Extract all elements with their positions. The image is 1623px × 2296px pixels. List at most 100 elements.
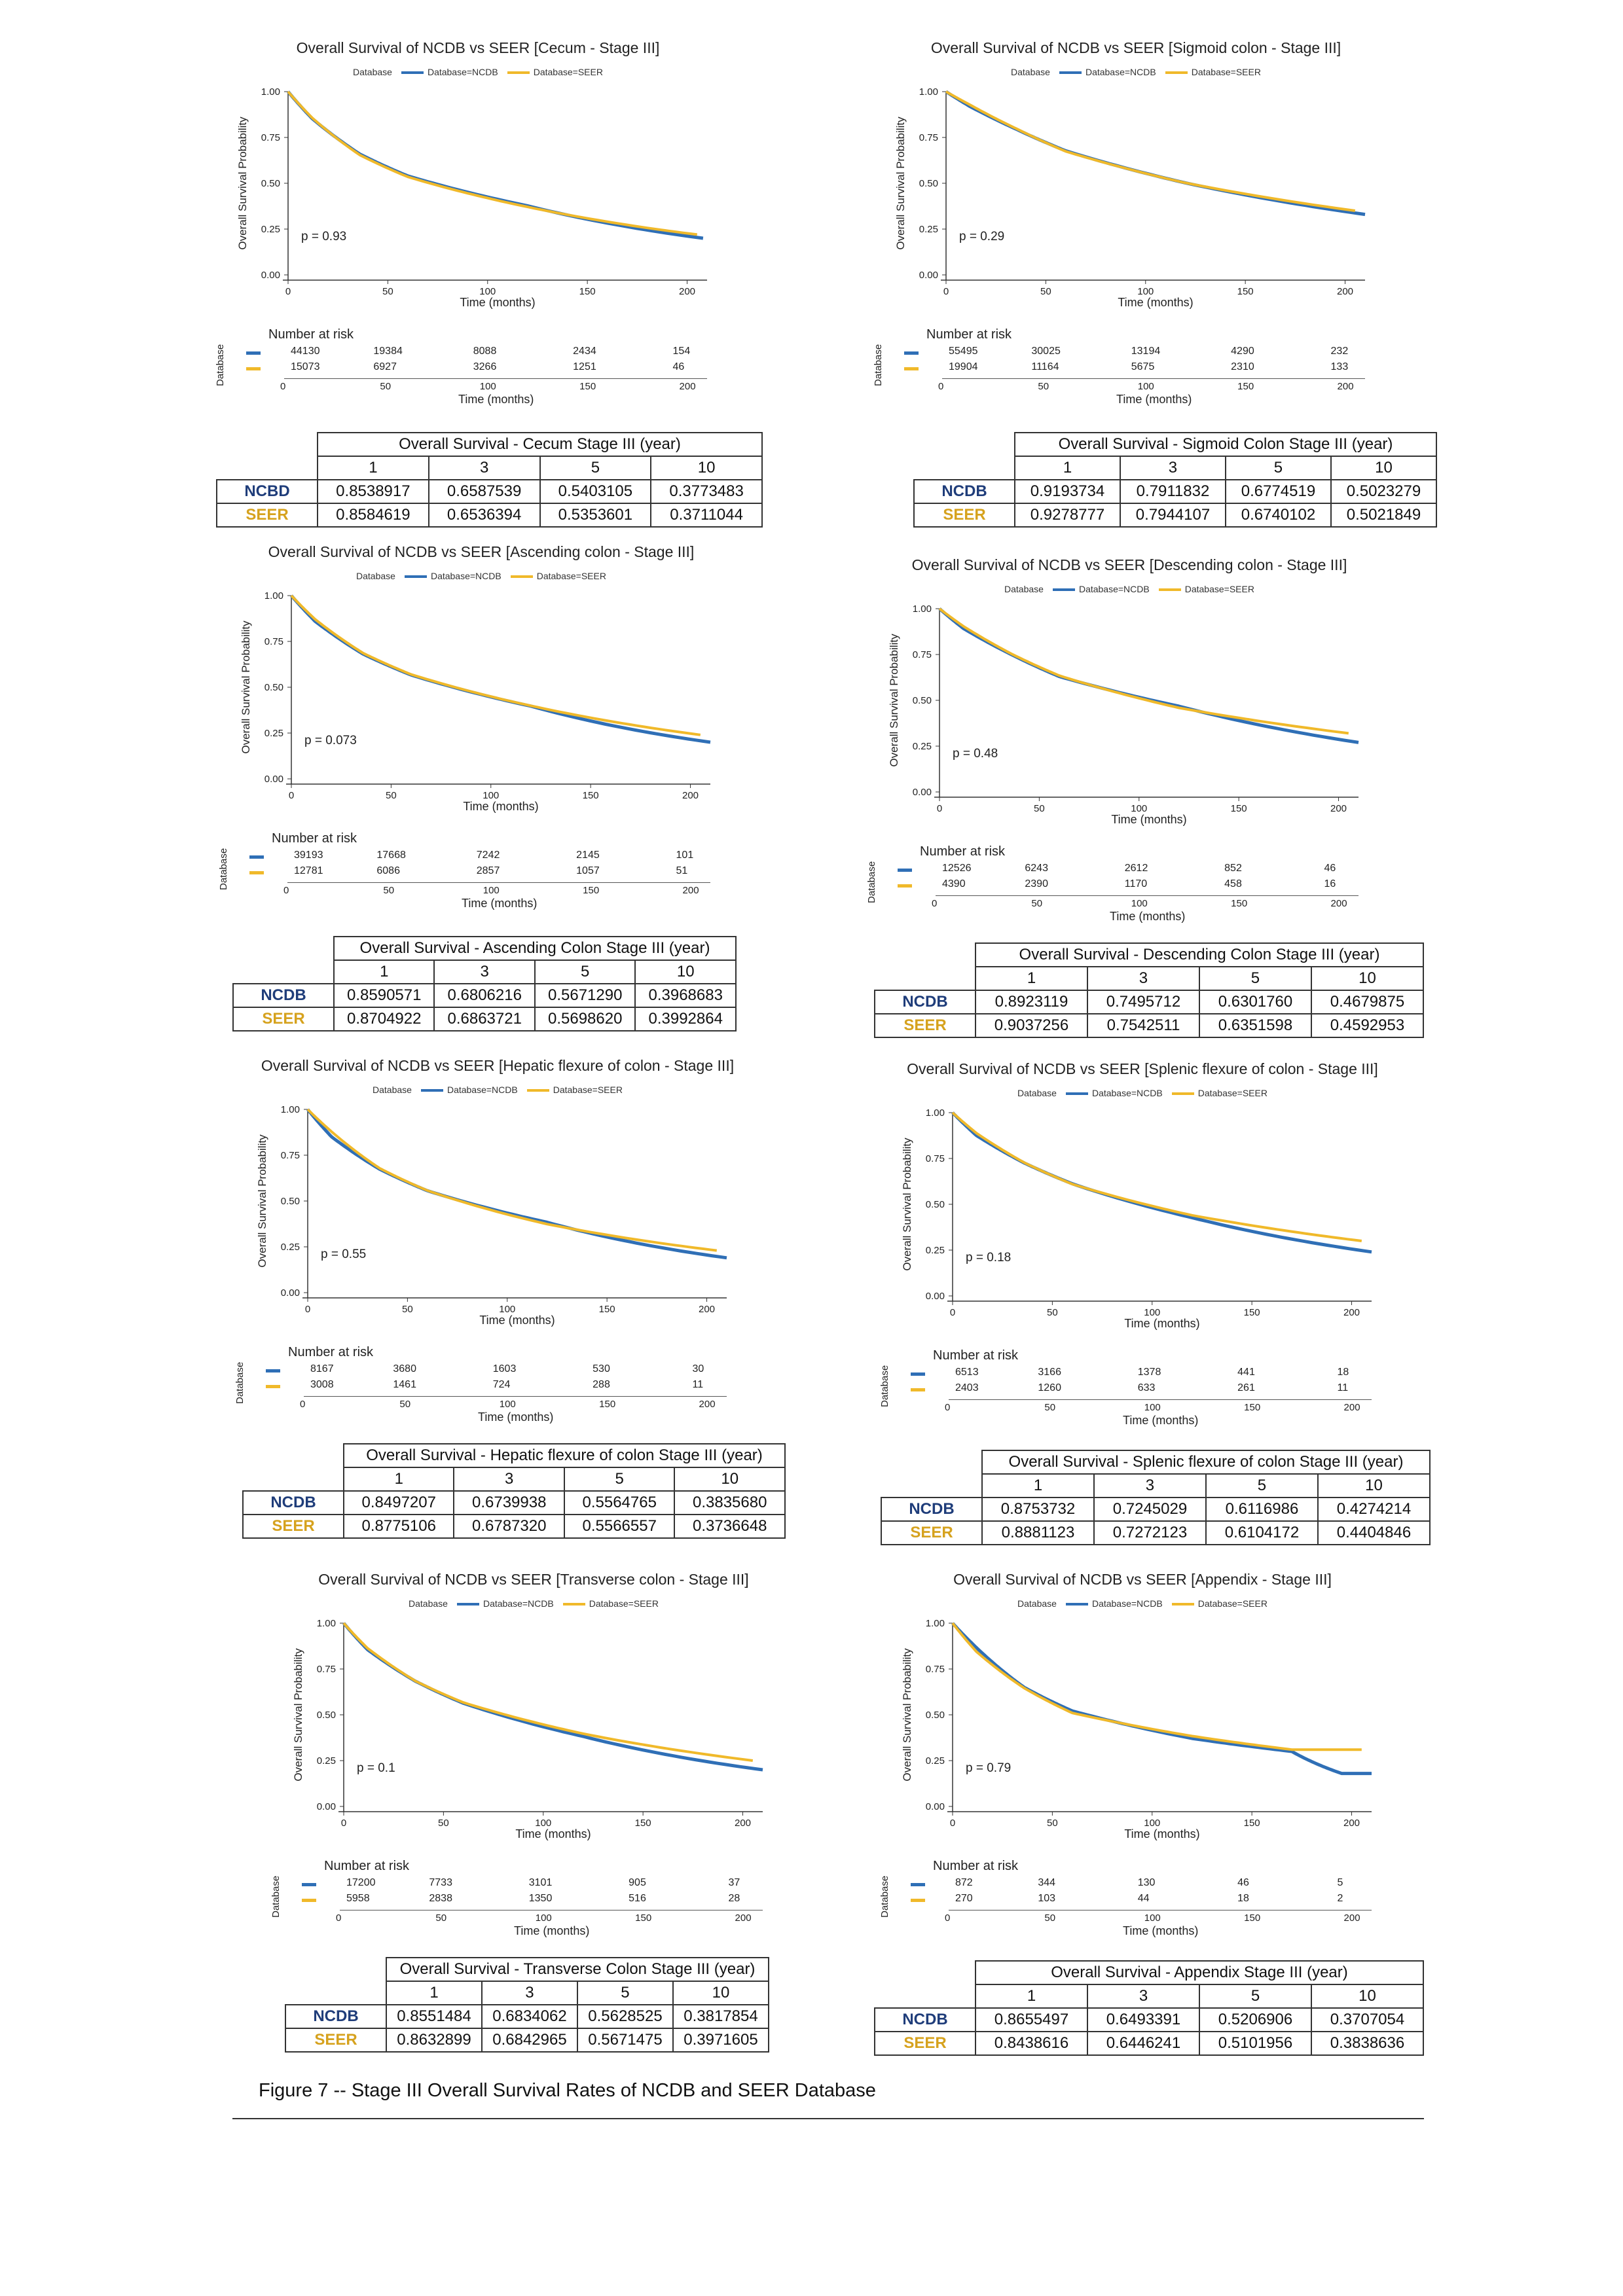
table-cell: 0.3835680 [674,1490,786,1515]
table-cell: 0.6774519 [1224,479,1332,504]
risk-x-tick: 50 [380,381,392,392]
risk-row-ncdb: 872 344 130 46 5 [881,1877,1404,1893]
table-year-header: 5 [539,456,652,480]
risk-count: 51 [676,865,688,876]
table-year-header: 1 [1014,456,1121,480]
risk-count: 872 [955,1877,973,1888]
risk-dash-seer [898,884,912,888]
risk-count: 13194 [1131,346,1161,357]
table-row-seer: SEER 0.8632899 0.6842965 0.5671475 0.3971605 [285,2028,770,2053]
x-tick-label: 150 [599,1304,615,1315]
legend: Database Database=NCDB Database=SEER [216,67,740,77]
risk-count: 270 [955,1893,973,1904]
table-cell: 0.5023279 [1330,479,1438,504]
y-tick-label: 0.50 [926,1710,945,1721]
legend-title: Database [1011,67,1050,77]
table-year-header: 1 [342,1467,455,1492]
risk-count: 1350 [528,1893,553,1904]
risk-x-tick: 100 [1144,1402,1161,1413]
table-row-ncdb: NCDB 0.8753732 0.7245029 0.6116986 0.4274214 [881,1497,1431,1522]
x-tick-label: 200 [699,1304,715,1315]
legend-title: Database [353,67,392,77]
legend-swatch-seer [562,1603,585,1606]
risk-row-ncdb: 6513 3166 1378 441 18 [881,1367,1404,1382]
legend-title: Database [1017,1598,1057,1609]
x-tick-label: 50 [386,790,397,801]
x-axis-label: Time (months) [1124,1827,1199,1840]
x-tick-label: 0 [289,790,294,801]
table-cell: 0.8775106 [342,1514,455,1539]
risk-axis [304,1396,727,1397]
risk-x-tick: 200 [679,381,696,392]
y-tick-label: 1.00 [264,590,283,601]
caption-rule [232,2118,1424,2119]
risk-x-tick: 0 [336,1912,342,1924]
table-cell: 0.8584619 [317,503,429,528]
y-tick-label: 0.50 [261,178,280,189]
risk-x-tick: 150 [1231,898,1248,909]
risk-count: 633 [1137,1382,1156,1393]
risk-count: 2310 [1231,361,1254,372]
survival-table: Overall Survival - Cecum Stage III (year… [216,432,763,528]
risk-x-tick: 100 [1144,1912,1161,1924]
risk-count: 12781 [294,865,323,876]
legend-label-ncdb: Database=NCDB [1091,1088,1163,1098]
curve-seer [342,1622,754,1762]
risk-row-seer: 2403 1260 633 261 11 [881,1382,1404,1398]
y-tick-label: 0.50 [926,1199,945,1210]
table-row-seer: SEER 0.8584619 0.6536394 0.5353601 0.3711044 [216,503,763,528]
km-plot: 0.00 0.25 0.50 0.75 1.00 0 50 100 150 200 Time (mo… [901,1107,1372,1330]
legend-label-ncdb: Database=NCDB [1078,584,1150,594]
y-axis-label: Overall Survival Probability [901,1138,913,1271]
legend-title: Database [373,1085,412,1095]
x-tick-label: 150 [583,790,599,801]
table-row-label: SEER [216,503,318,528]
risk-count: 44130 [291,346,320,357]
table-cell: 0.6116986 [1205,1497,1319,1522]
y-tick-label: 0.75 [913,649,932,660]
risk-x-tick: 100 [483,885,500,896]
table-row-label: SEER [285,2028,387,2053]
x-tick-label: 0 [341,1818,346,1829]
risk-count: 2403 [955,1382,979,1393]
table-year-header: 1 [317,456,429,480]
risk-x-tick: 100 [479,381,496,392]
risk-count: 2 [1337,1893,1343,1904]
p-value: p = 0.18 [966,1251,1011,1265]
survival-table: Overall Survival - Hepatic flexure of co… [242,1443,786,1539]
risk-title: Number at risk [933,1348,1019,1363]
y-tick-label: 1.00 [261,86,280,98]
panel-title: Overall Survival of NCDB vs SEER [Ascend… [268,543,695,560]
x-tick-label: 150 [1237,286,1254,297]
table-cell: 0.3992864 [634,1007,737,1031]
risk-count: 39193 [294,850,323,861]
table-cell: 0.3838636 [1311,2031,1424,2056]
curve-ncdb [938,607,1359,744]
table-cell: 0.5628525 [576,2004,674,2029]
risk-x-tick: 0 [945,1402,951,1413]
risk-count: 1251 [573,361,596,372]
legend-label-seer: Database=SEER [1191,67,1261,77]
y-tick-label: 0.25 [264,728,283,739]
risk-dash-seer [911,1388,925,1391]
risk-title: Number at risk [268,327,354,342]
y-tick-label: 0.75 [317,1664,336,1675]
table-cell: 0.8655497 [975,2007,1088,2032]
risk-dash-ncdb [249,855,264,859]
risk-x-tick: 50 [435,1912,447,1924]
table-year-header: 5 [534,960,636,984]
table-cell: 0.6536394 [428,503,541,528]
x-tick-label: 150 [1244,1307,1260,1318]
risk-row-seer: 15073 6927 3266 1251 46 [216,361,740,377]
legend-title: Database [1004,584,1044,594]
y-tick-label: 0.00 [926,1291,945,1302]
table-cell: 0.6493391 [1087,2007,1200,2032]
risk-x-tick: 0 [932,898,938,909]
table-title: Overall Survival - Descending Colon Stag… [975,942,1424,967]
table-row-seer: SEER 0.8775106 0.6787320 0.5566557 0.3736648 [242,1514,786,1539]
x-tick-label: 50 [382,286,393,297]
table-row-label: SEER [881,1520,983,1545]
table-cell: 0.8590571 [333,983,435,1008]
risk-count: 288 [593,1379,610,1390]
risk-count: 46 [1324,863,1336,874]
